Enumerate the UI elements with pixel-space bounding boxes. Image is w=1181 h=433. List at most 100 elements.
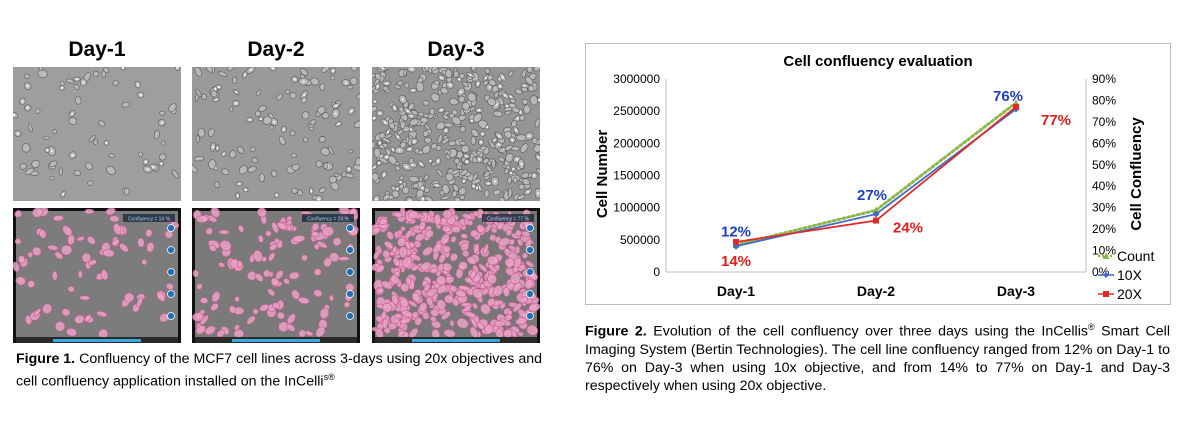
cell-highlight: [505, 105, 509, 108]
cell: [195, 134, 200, 144]
cell-highlight: [420, 163, 423, 166]
segmented-cell: [60, 244, 73, 256]
segmented-cell: [195, 325, 207, 335]
segmented-cell: [487, 263, 498, 274]
cell-highlight: [373, 116, 376, 120]
cell: [92, 70, 100, 77]
segmented-cell: [436, 275, 447, 286]
cell: [289, 130, 296, 136]
cell-highlight: [477, 109, 481, 112]
cell: [289, 92, 297, 100]
legend-marker-10x: [1103, 272, 1109, 278]
cell: [505, 152, 514, 163]
cell: [461, 145, 470, 154]
side-button: [526, 246, 534, 254]
side-button: [526, 224, 534, 232]
legend-label-20x: 20X: [1117, 286, 1143, 302]
segmented-cell: [257, 208, 267, 218]
cell: [330, 181, 340, 191]
cell: [254, 110, 261, 117]
segmented-cell: [524, 279, 534, 290]
x-tick-label: Day-1: [717, 283, 755, 299]
segmented-cell: [253, 250, 263, 263]
segmented-cell: [105, 208, 116, 216]
segmented-cell: [205, 227, 213, 235]
figure-2-caption-text-1: Evolution of the cell confluency over th…: [646, 323, 1088, 340]
segmented-cell: [418, 221, 426, 231]
segmented-cell: [438, 253, 446, 264]
cell: [269, 125, 274, 130]
cell: [107, 153, 116, 158]
segmented-cell: [526, 324, 539, 336]
cell: [409, 118, 419, 126]
cell: [158, 153, 167, 161]
cell: [201, 93, 207, 100]
cell: [443, 110, 450, 116]
segmented-cell: [74, 314, 85, 324]
cell: [19, 163, 27, 170]
segmented-cell: [208, 244, 217, 252]
segmented-cell: [466, 256, 477, 265]
cell: [460, 169, 468, 176]
segmented-cell: [298, 329, 307, 338]
side-button: [346, 312, 354, 320]
cell: [171, 169, 179, 179]
segmented-cell: [423, 283, 431, 292]
segmented-cell: [451, 225, 461, 234]
cell: [485, 165, 492, 172]
cell: [440, 195, 451, 201]
cell: [297, 189, 303, 197]
segmented-cell: [297, 297, 310, 305]
cell: [271, 170, 278, 178]
cell: [168, 103, 177, 113]
segmented-cell: [392, 246, 398, 253]
segmented-cell: [343, 301, 351, 308]
segmented-cell: [476, 321, 485, 330]
segmented-cell: [373, 250, 380, 260]
confluency-readout-day-3: Confluency = 77 %: [487, 217, 530, 223]
segmented-cell: [455, 290, 467, 298]
cell: [518, 183, 525, 190]
cell: [525, 76, 534, 86]
cell-highlight: [396, 135, 399, 138]
cell: [531, 137, 538, 144]
segmented-cell: [402, 256, 412, 268]
segmented-cell: [102, 249, 115, 258]
cell-highlight: [512, 168, 515, 171]
cell: [412, 182, 419, 189]
cell: [394, 165, 401, 172]
cell-highlight: [515, 158, 519, 161]
segmented-cell: [382, 318, 389, 329]
cell: [58, 167, 63, 176]
cell: [454, 158, 460, 165]
cell-highlight: [509, 171, 513, 175]
cell: [303, 136, 309, 143]
cell: [268, 112, 274, 120]
segmented-cell: [145, 229, 153, 238]
cell-highlight: [497, 143, 500, 146]
cell: [399, 120, 406, 129]
cell: [37, 69, 48, 79]
segmented-cell: [414, 233, 425, 242]
cell-highlight: [533, 174, 536, 177]
cell: [52, 129, 57, 135]
segmented-cell: [443, 329, 456, 338]
cell: [516, 194, 526, 200]
cell: [424, 196, 433, 201]
cell-highlight: [498, 134, 501, 138]
cell: [193, 156, 205, 162]
segmented-cell: [65, 328, 78, 337]
segmented-cell: [265, 230, 272, 237]
cell-highlight: [216, 146, 219, 150]
cell: [31, 159, 40, 169]
cell-highlight: [214, 87, 217, 90]
segmented-cell: [473, 243, 480, 254]
cell: [123, 187, 130, 196]
cell-highlight: [60, 86, 64, 90]
day-3-label: Day-3: [427, 38, 485, 61]
cell-highlight: [373, 166, 376, 169]
segmented-cell: [259, 304, 270, 312]
cell-highlight: [160, 162, 163, 165]
cell: [195, 88, 202, 98]
cell: [424, 123, 431, 131]
